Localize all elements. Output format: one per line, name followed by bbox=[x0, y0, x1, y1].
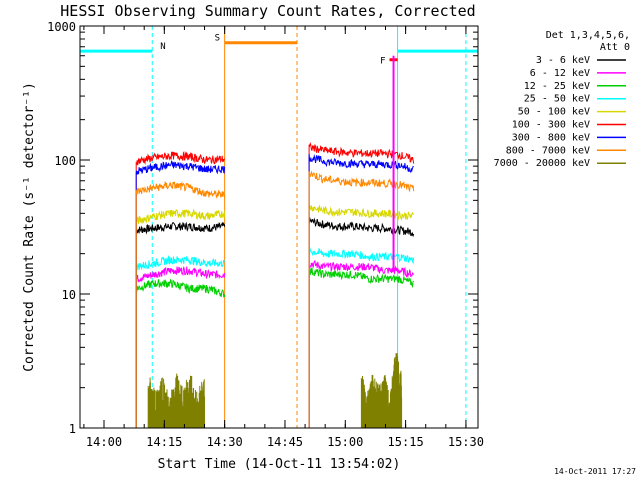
series-segment bbox=[360, 353, 403, 428]
legend-entry-label: 6 - 12 keV bbox=[530, 68, 590, 79]
series-800-7000-kev bbox=[135, 170, 415, 428]
SAA-label: S bbox=[215, 34, 220, 44]
series-3-6-kev bbox=[135, 217, 415, 428]
series-segment bbox=[308, 217, 415, 428]
x-tick-label: 14:15 bbox=[146, 435, 182, 449]
flare-label: F bbox=[380, 57, 385, 67]
plot-frame bbox=[79, 25, 479, 429]
legend-title: Det 1,3,4,5,6, bbox=[546, 30, 630, 41]
x-tick-label: 15:15 bbox=[388, 435, 424, 449]
y-tick-label: 10 bbox=[62, 288, 76, 302]
x-tick-label: 15:30 bbox=[448, 435, 484, 449]
series-segment bbox=[135, 278, 226, 428]
legend-entry-label: 3 - 6 keV bbox=[536, 55, 590, 66]
chart-title: HESSI Observing Summary Count Rates, Cor… bbox=[60, 2, 475, 20]
legend-entry-label: 25 - 50 keV bbox=[524, 94, 590, 105]
series-segment bbox=[135, 255, 226, 428]
x-tick-label: 15:00 bbox=[327, 435, 363, 449]
x-tick-label: 14:45 bbox=[267, 435, 303, 449]
timestamp: 14-Oct-2011 17:27 bbox=[554, 467, 636, 476]
series-100-300-kev bbox=[135, 141, 415, 428]
series-segment bbox=[135, 266, 226, 428]
series-segment bbox=[135, 208, 226, 428]
x-tick-label: 14:30 bbox=[207, 435, 243, 449]
x-tick-label: 14:00 bbox=[86, 435, 122, 449]
series-segment bbox=[135, 180, 226, 428]
legend-entry-label: 12 - 25 keV bbox=[524, 81, 590, 92]
y-tick-label: 1 bbox=[69, 422, 76, 436]
legend-entry-label: 7000 - 20000 keV bbox=[494, 158, 590, 169]
series-7000-20000-kev bbox=[147, 353, 403, 428]
series-50-100-kev bbox=[135, 203, 414, 428]
series-segment bbox=[308, 170, 415, 428]
series-segment bbox=[308, 154, 414, 428]
series-segment bbox=[135, 221, 226, 428]
series-segment bbox=[308, 259, 415, 428]
series-6-12-kev bbox=[135, 259, 415, 428]
series-segment bbox=[135, 160, 226, 428]
legend-entry-label: 800 - 7000 keV bbox=[506, 145, 590, 156]
series-25-50-kev bbox=[135, 247, 415, 428]
series-segment bbox=[135, 150, 226, 428]
axes: 14:00 14:15 14:30 14:45 15:00 15:15 15:30 1 10 10… bbox=[47, 20, 484, 449]
x-axis-label: Start Time (14-Oct-11 13:54:02) bbox=[158, 457, 401, 472]
series-segment bbox=[308, 267, 415, 428]
series-segment bbox=[147, 373, 205, 428]
legend-entry-label: 100 - 300 keV bbox=[512, 120, 590, 131]
y-tick-label: 100 bbox=[54, 154, 76, 168]
series-segment bbox=[308, 203, 414, 428]
legend-entry-label: 50 - 100 keV bbox=[518, 107, 590, 118]
series-12-25-kev bbox=[135, 267, 415, 428]
plot-area: N S F bbox=[79, 26, 479, 428]
legend-entry-label: 300 - 800 keV bbox=[512, 132, 590, 143]
series-300-800-kev bbox=[135, 154, 414, 428]
night-label: N bbox=[160, 42, 165, 52]
legend: Det 1,3,4,5,6,Att 0 3 - 6 keV 6 - 12 keV 12… bbox=[494, 30, 630, 169]
y-axis-label: Corrected Count Rate (s⁻¹ detector⁻¹) bbox=[22, 82, 37, 372]
series-segment bbox=[308, 247, 415, 428]
legend-title: Att 0 bbox=[600, 42, 630, 53]
series-segment bbox=[308, 141, 415, 428]
y-tick-label: 1000 bbox=[47, 20, 76, 34]
